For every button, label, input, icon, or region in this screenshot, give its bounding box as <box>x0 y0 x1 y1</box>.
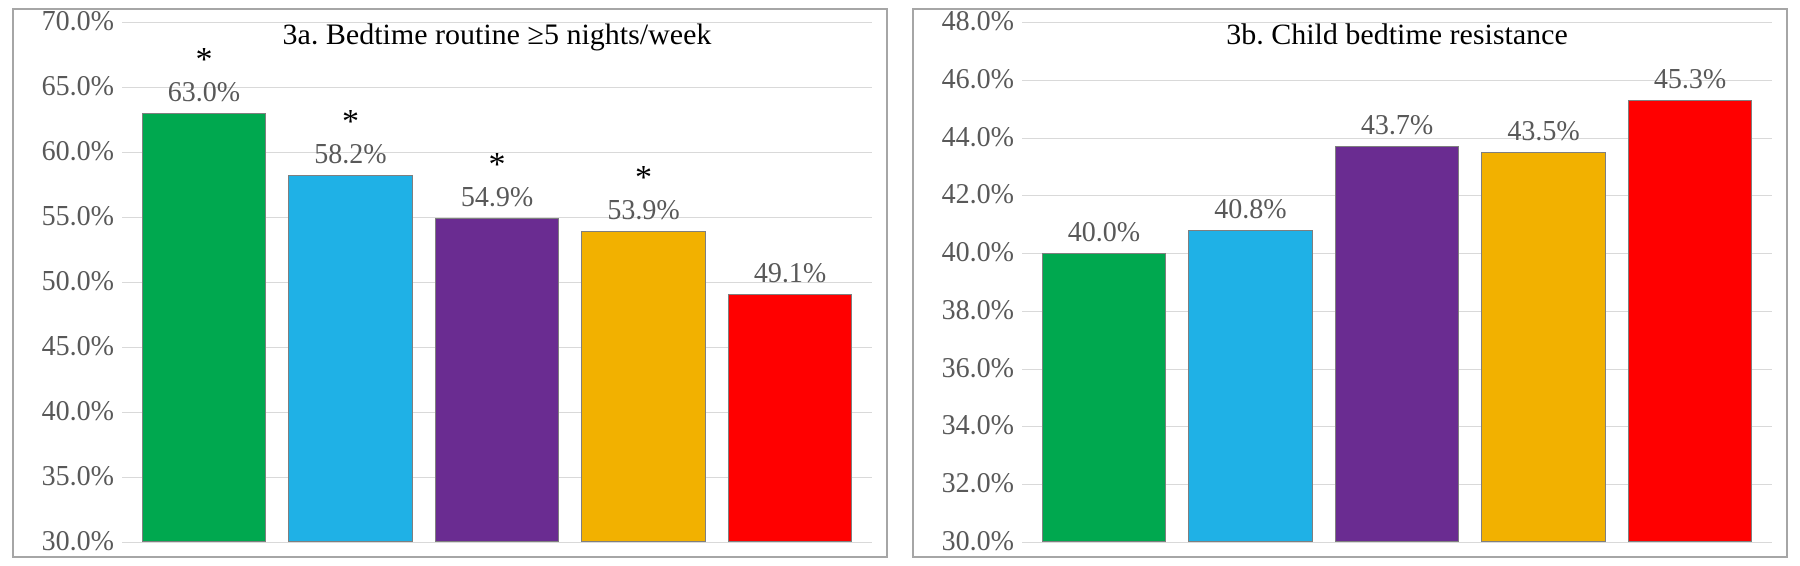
bar <box>1481 152 1605 542</box>
ytick-label: 36.0% <box>942 353 1022 385</box>
ytick-label: 65.0% <box>42 71 122 103</box>
bar-value-label: 63.0% <box>168 77 240 109</box>
significance-mark: * <box>489 146 506 184</box>
bar <box>581 231 705 542</box>
ytick-label: 30.0% <box>942 526 1022 558</box>
plot-area: 30.0%32.0%34.0%36.0%38.0%40.0%42.0%44.0%… <box>1022 22 1772 542</box>
bar-value-label: 49.1% <box>754 258 826 290</box>
panel-3b: 30.0% 32.0% 34.0% 36.0% 38.0% 40.0% 42.0% 44.0%… <box>912 8 1788 558</box>
bar <box>728 294 852 542</box>
ytick-label: 34.0% <box>942 410 1022 442</box>
significance-mark: * <box>195 41 212 79</box>
bar <box>1628 100 1752 542</box>
bar-value-label: 58.2% <box>314 139 386 171</box>
bar <box>288 175 412 542</box>
gridline <box>1022 542 1772 543</box>
ytick-label: 40.0% <box>942 237 1022 269</box>
bar <box>1188 230 1312 542</box>
bar <box>435 218 559 542</box>
ytick-label: 48.0% <box>942 6 1022 38</box>
bar-value-label: 43.7% <box>1361 110 1433 142</box>
ytick-label: 30.0% <box>42 526 122 558</box>
ytick-label: 38.0% <box>942 295 1022 327</box>
bar <box>1335 146 1459 542</box>
bar-value-label: 43.5% <box>1507 116 1579 148</box>
ytick-label: 44.0% <box>942 122 1022 154</box>
ytick-label: 45.0% <box>42 331 122 363</box>
bar <box>1042 253 1166 542</box>
ytick-label: 46.0% <box>942 64 1022 96</box>
bar-value-label: 54.9% <box>461 182 533 214</box>
ytick-label: 35.0% <box>42 461 122 493</box>
ytick-label: 70.0% <box>42 6 122 38</box>
ytick-label: 40.0% <box>42 396 122 428</box>
significance-mark: * <box>635 159 652 197</box>
bar-value-label: 45.3% <box>1654 64 1726 96</box>
figure-row: 30.0% 35.0% 40.0% 45.0% 50.0% 55.0% 60.0% 65.0%… <box>0 0 1800 566</box>
ytick-label: 60.0% <box>42 136 122 168</box>
bar-value-label: 40.0% <box>1068 217 1140 249</box>
panel-3a: 30.0% 35.0% 40.0% 45.0% 50.0% 55.0% 60.0% 65.0%… <box>12 8 888 558</box>
gridline <box>122 542 872 543</box>
bar-value-label: 53.9% <box>607 195 679 227</box>
bar-value-label: 40.8% <box>1214 194 1286 226</box>
chart-title: 3a. Bedtime routine ≥5 nights/week <box>283 18 712 52</box>
plot-area: 30.0%35.0%40.0%45.0%50.0%55.0%60.0%65.0%… <box>122 22 872 542</box>
ytick-label: 50.0% <box>42 266 122 298</box>
chart-title: 3b. Child bedtime resistance <box>1226 18 1568 52</box>
bar <box>142 113 266 542</box>
ytick-label: 32.0% <box>942 468 1022 500</box>
ytick-label: 55.0% <box>42 201 122 233</box>
significance-mark: * <box>342 103 359 141</box>
ytick-label: 42.0% <box>942 179 1022 211</box>
